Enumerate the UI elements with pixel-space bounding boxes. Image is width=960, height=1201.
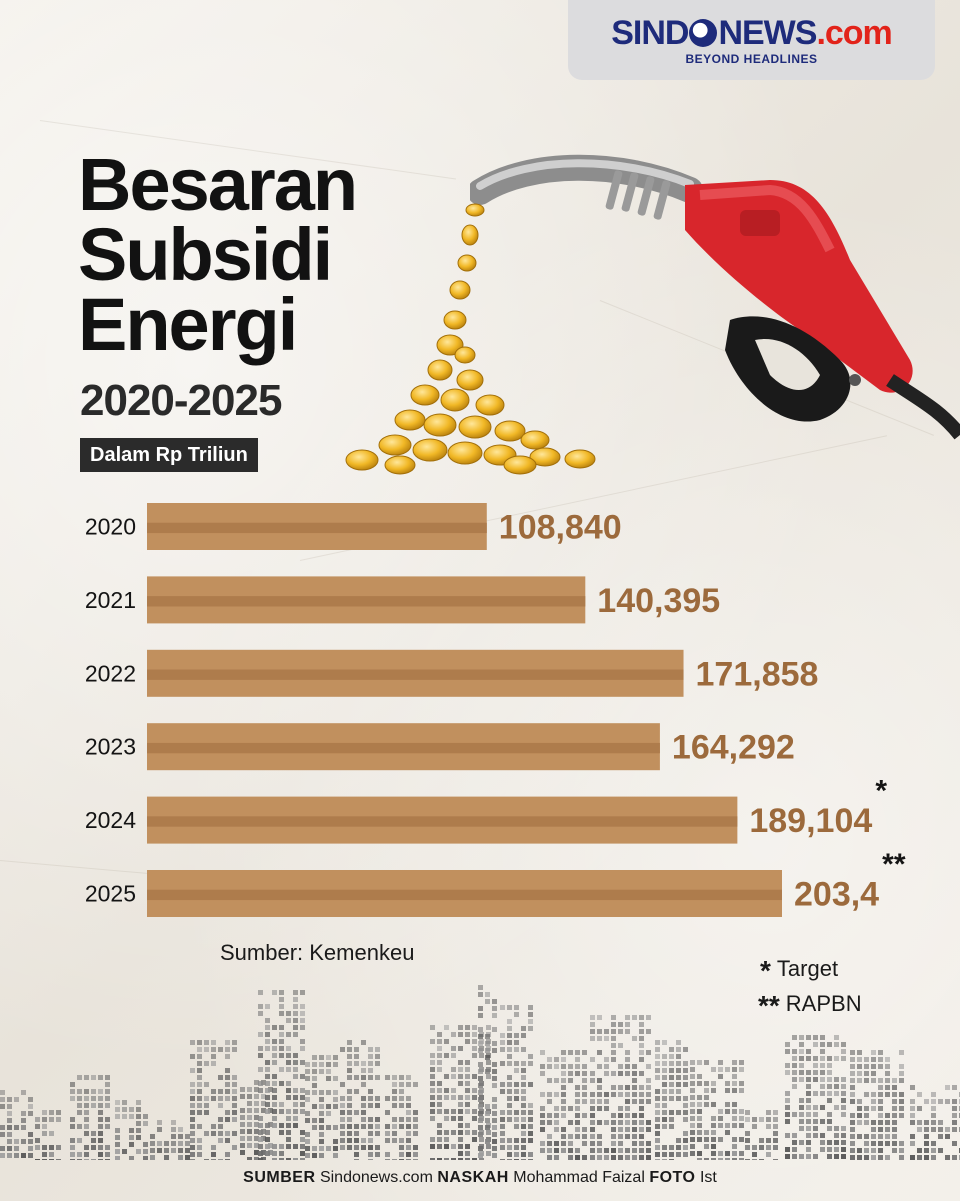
- bar-stripe: [147, 669, 684, 680]
- page-title: Besaran Subsidi Energi: [78, 143, 358, 366]
- value-label: 108,840: [499, 509, 622, 547]
- globe-icon: [689, 19, 718, 47]
- category-label: 2025: [85, 881, 136, 907]
- category-label: 2024: [85, 807, 136, 833]
- category-label: 2020: [85, 514, 136, 540]
- category-label: 2021: [85, 587, 136, 613]
- value-label: 189,104: [749, 802, 872, 840]
- bar-stripe: [147, 889, 782, 901]
- brand-header: SIND NEWS.com BEYOND HEADLINES: [568, 0, 935, 80]
- category-label: 2023: [85, 734, 136, 760]
- category-label: 2022: [85, 660, 136, 686]
- title-years: 2020-2025: [80, 376, 282, 425]
- value-marker: **: [882, 848, 906, 881]
- bar-chart: 2020 108,840 2021 140,395 2022 171,858 2023 164…: [85, 503, 906, 917]
- chart-source: Sumber: Kemenkeu: [220, 940, 415, 965]
- brand-tagline: BEYOND HEADLINES: [685, 52, 818, 66]
- bar-stripe: [147, 816, 738, 827]
- fuel-nozzle-icon: [470, 154, 960, 440]
- value-marker: *: [875, 775, 887, 808]
- brand-logo: SIND NEWS.com: [611, 14, 893, 52]
- value-label: 203,4: [794, 876, 879, 914]
- value-label: 171,858: [696, 655, 819, 693]
- unit-badge: Dalam Rp Triliun: [80, 438, 258, 472]
- bar-stripe: [147, 522, 487, 534]
- note-target: * Target: [760, 955, 839, 986]
- note-rapbn: ** RAPBN: [758, 990, 862, 1021]
- gold-coins-icon: [345, 203, 596, 475]
- bar-stripe: [147, 742, 660, 754]
- credits-bar: SUMBER Sindonews.com NASKAH Mohammad Fai…: [243, 1169, 717, 1186]
- bar-stripe: [147, 596, 586, 607]
- value-label: 164,292: [672, 729, 795, 767]
- city-skyline-icon: [0, 985, 960, 1160]
- value-label: 140,395: [597, 582, 720, 620]
